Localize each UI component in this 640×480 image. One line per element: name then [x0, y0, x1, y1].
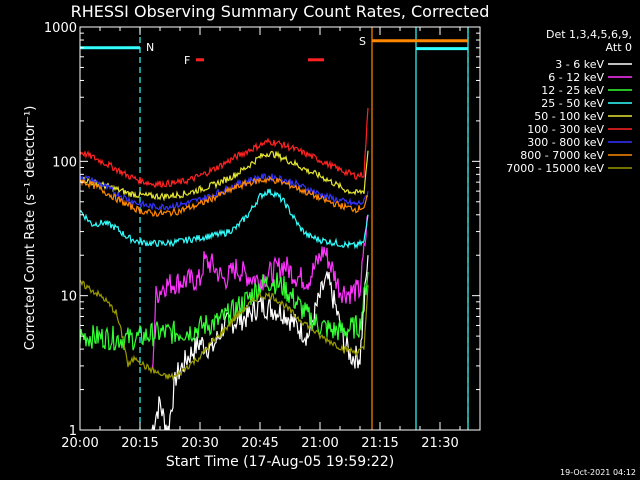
- legend-header-0: Det 1,3,4,5,6,9,: [546, 28, 632, 41]
- series-line-7: [80, 175, 369, 218]
- x-axis-label: Start Time (17-Aug-05 19:59:22): [166, 454, 394, 470]
- legend-label-1: 6 - 12 keV: [548, 71, 604, 84]
- series-line-4: [80, 150, 369, 202]
- chart-title: RHESSI Observing Summary Count Rates, Co…: [71, 2, 490, 21]
- timestamp: 19-Oct-2021 04:12: [560, 468, 636, 477]
- legend-label-4: 50 - 100 keV: [534, 110, 604, 123]
- y-axis-label: Corrected Count Rate (s⁻¹ detector⁻¹): [23, 106, 38, 351]
- y-tick-label-0: 1: [69, 424, 77, 439]
- legend-label-7: 800 - 7000 keV: [520, 149, 604, 162]
- x-tick-label-6: 21:30: [421, 436, 458, 451]
- x-tick-label-3: 20:45: [241, 436, 278, 451]
- x-tick-label-0: 20:00: [61, 436, 98, 451]
- series-layer: [80, 107, 369, 430]
- x-tick-label-1: 20:15: [121, 436, 158, 451]
- y-tick-label-2: 100: [52, 155, 77, 170]
- annotation-label-0: N: [146, 41, 154, 54]
- annotation-label-1: F: [184, 54, 190, 67]
- x-tick-label-4: 21:00: [301, 436, 338, 451]
- legend-header-1: Att 0: [606, 41, 632, 54]
- series-line-3: [80, 188, 369, 250]
- legend-label-0: 3 - 6 keV: [555, 58, 604, 71]
- y-tick-label-3: 1000: [44, 21, 77, 36]
- legend-label-8: 7000 - 15000 keV: [506, 162, 604, 175]
- x-tick-label-2: 20:30: [181, 436, 218, 451]
- series-line-2: [80, 271, 369, 351]
- annotation-label-3: S: [359, 35, 366, 48]
- y-tick-label-1: 10: [60, 290, 77, 305]
- legend-label-5: 100 - 300 keV: [527, 123, 604, 136]
- series-line-0: [151, 255, 369, 430]
- legend-label-2: 12 - 25 keV: [541, 84, 604, 97]
- series-line-6: [80, 172, 369, 211]
- series-line-8: [80, 279, 369, 381]
- series-line-5: [80, 107, 369, 189]
- axis-layer: 20:00 20:15 20:30 20:45 21:00 21:15 21:30 1 10 10…: [44, 21, 481, 451]
- legend-label-6: 300 - 800 keV: [527, 136, 604, 149]
- legend-label-3: 25 - 50 keV: [541, 97, 604, 110]
- x-tick-label-5: 21:15: [361, 436, 398, 451]
- annotation-layer: N F S: [80, 27, 469, 430]
